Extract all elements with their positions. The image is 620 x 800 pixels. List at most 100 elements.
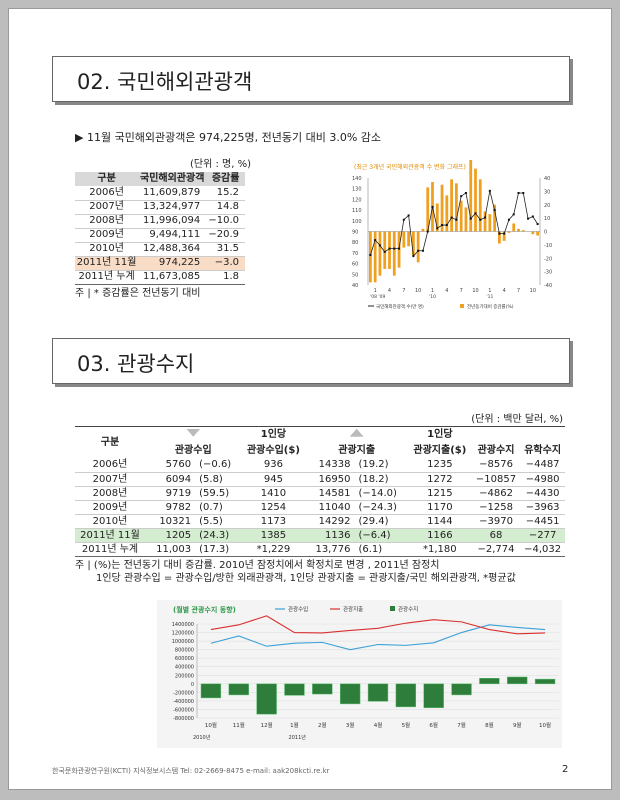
table-cell: 31.5 <box>206 242 245 257</box>
table-note: 1인당 관광수입 = 관광수입/방한 외래관광객, 1인당 관광지출 = 관광지… <box>96 573 516 584</box>
bar <box>312 683 333 695</box>
table-cell: 11,673,085 <box>138 270 207 285</box>
table-row: 2011년 누계 11,003 (17.3) *1,229 13,776 (6.1) *1,… <box>75 542 565 557</box>
table-row: 2011년 누계 11,673,085 1.8 <box>75 270 245 285</box>
bar <box>450 179 453 232</box>
bar <box>423 683 444 708</box>
bar <box>488 214 492 232</box>
y-tick-label: 600000 <box>175 656 194 662</box>
table-cell: 14.8 <box>206 200 245 215</box>
table-cell: (59.5) <box>195 486 242 501</box>
table-cell: (−24.3) <box>354 500 408 515</box>
year-label: 2010년 <box>193 734 211 741</box>
col-header: 구분 <box>75 172 139 186</box>
col-header: 구분 <box>100 436 120 448</box>
table-row: 2010년 12,488,364 31.5 <box>75 242 245 257</box>
bar <box>512 223 516 232</box>
y-tick-label: 50 <box>352 272 358 278</box>
data-point <box>503 232 506 235</box>
y-tick-label: 1400000 <box>172 622 194 628</box>
legend-bar-swatch <box>460 304 464 308</box>
data-point <box>460 195 463 198</box>
data-point <box>512 213 515 216</box>
x-tick-label: 1 <box>431 288 434 294</box>
data-point <box>426 230 429 233</box>
bar <box>534 678 556 685</box>
table-note: 주 | * 증감률은 전년동기 대비 <box>75 287 201 299</box>
x-tick-label: 12월 <box>261 721 273 729</box>
table-cell: −277 <box>520 528 565 543</box>
data-point <box>421 249 424 252</box>
x-tick-label: 10월 <box>539 721 551 729</box>
x-tick-label: 10월 <box>205 721 217 729</box>
table-cell: 1215 <box>407 486 472 501</box>
table-row: 2011년 11월 1205 (24.3) 1385 1136 (−6.4) 1166 68−… <box>75 528 565 543</box>
data-point <box>436 227 439 230</box>
table-cell: 2007년 <box>75 200 139 215</box>
data-point <box>445 224 448 227</box>
table-cell: 13,324,977 <box>138 200 207 215</box>
bar <box>383 231 387 269</box>
table-cell: 1385 <box>241 528 306 543</box>
col-header: 관광수입($) <box>246 444 300 456</box>
table-cell: (0.7) <box>195 500 242 515</box>
table-cell: 2011년 누계 <box>75 270 139 285</box>
y-tick-label: 40 <box>352 283 358 289</box>
section-title: 02. 국민해외관광객 <box>77 70 253 94</box>
bar <box>483 211 487 232</box>
table-row: 2007년 13,324,977 14.8 <box>75 200 245 215</box>
legend-label: 전년동기대비 증감률(%) <box>467 303 514 310</box>
x-tick-label: 7 <box>517 288 520 294</box>
table-cell: 2010년 <box>75 242 139 257</box>
data-point <box>493 209 496 212</box>
x-tick-label: 1 <box>488 288 491 294</box>
bar <box>256 683 277 715</box>
table-cell: (−14.0) <box>354 486 408 501</box>
table-cell: 1166 <box>407 528 472 543</box>
table-cell: −8576 <box>471 458 521 473</box>
y-tick-label: 70 <box>352 251 358 257</box>
table-cell: 11,609,879 <box>138 186 207 201</box>
section-heading-03: 03. 관광수지 <box>52 338 570 384</box>
legend-label: 관광지출 <box>343 605 363 613</box>
data-point <box>369 254 372 257</box>
x-tick-label: 10 <box>472 288 478 294</box>
bar <box>395 683 417 708</box>
table-cell: −2,774 <box>471 542 521 557</box>
y2-tick-label: 0 <box>544 230 547 236</box>
bar <box>502 231 506 241</box>
data-point <box>488 189 491 192</box>
data-point <box>517 191 520 194</box>
year-label: 2011년 <box>289 734 307 741</box>
table-row: 2009년 9782 (0.7) 1254 11040 (−24.3) 1170 −1258−… <box>75 500 565 515</box>
table-row: 2011년 11월 974,225 −3.0 <box>75 256 245 271</box>
bar <box>412 231 415 256</box>
table-cell: 2006년 <box>75 458 145 473</box>
bar <box>373 231 377 283</box>
data-point <box>407 214 410 217</box>
table-cell: (−6.4) <box>354 528 408 543</box>
table-row: 2010년 10321 (5.5) 1173 14292 (29.4) 1144 −3970−… <box>75 514 565 529</box>
table-cell: 1235 <box>407 458 472 473</box>
y2-tick-label: -20 <box>544 256 552 262</box>
table-cell: (5.8) <box>195 472 242 487</box>
table-cell: 15.2 <box>206 186 245 201</box>
y2-tick-label: -40 <box>544 283 552 289</box>
table-cell: 1254 <box>241 500 306 515</box>
table-cell: 2008년 <box>75 486 145 501</box>
x-tick-label: 9월 <box>513 721 522 729</box>
table-cell: 1144 <box>407 514 472 529</box>
data-point <box>484 216 487 219</box>
table-cell: −4980 <box>520 472 565 487</box>
x-tick-label: 4 <box>388 288 391 294</box>
data-point <box>455 218 458 221</box>
table-cell: −10857 <box>471 472 521 487</box>
data-point <box>527 217 530 220</box>
bar <box>517 228 520 232</box>
col-header: 관광수지 <box>477 444 515 456</box>
table-cell: 2009년 <box>75 500 145 515</box>
bar <box>392 231 396 276</box>
table-cell: 14292 <box>305 514 355 529</box>
outbound-table: 구분 국민해외관광객 증감률 2006년 11,609,879 15.2 2007년 13,… <box>75 172 245 285</box>
table-note: 주 | (%)는 전년동기 대비 증감률. 2010년 잠정치에서 확정치로 변… <box>75 560 440 571</box>
